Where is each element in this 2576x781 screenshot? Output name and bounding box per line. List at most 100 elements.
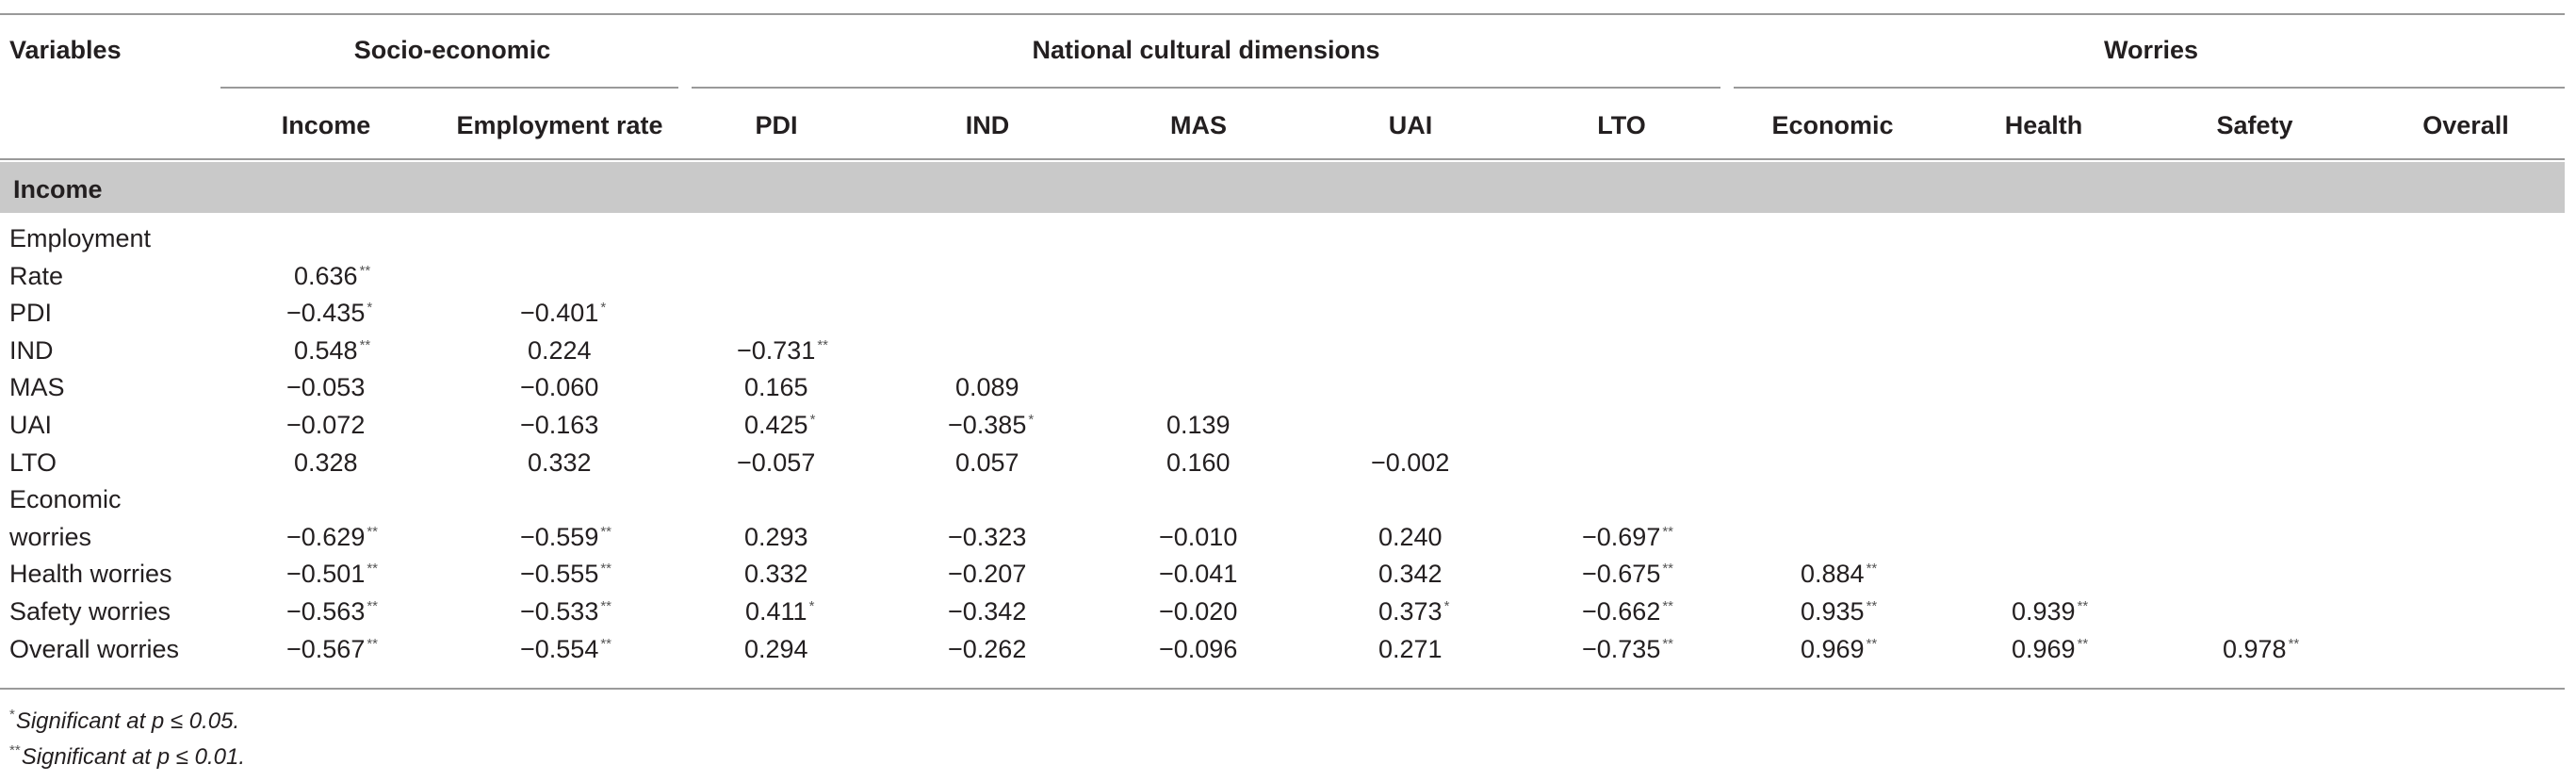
cell-value: 0.139 <box>1166 411 1231 439</box>
column-header-pdi: PDI <box>755 111 798 139</box>
table-cell: −0.041 <box>1159 560 1237 589</box>
table-cell: 0.057 <box>955 448 1019 478</box>
footnote-significance-005: *Significant at p ≤ 0.05. <box>9 707 239 735</box>
table-cell: −0.401 * <box>520 299 606 328</box>
cell-value: −0.697 <box>1582 523 1661 551</box>
row-label: IND <box>9 336 54 365</box>
significance-mark: ** <box>600 561 612 577</box>
cell-value: −0.563 <box>286 597 366 626</box>
significance-mark: ** <box>1662 524 1674 540</box>
table-cell: −0.002 <box>1371 448 1449 478</box>
cell-value: 0.935 <box>1801 597 1865 626</box>
cell-value: −0.662 <box>1582 597 1661 626</box>
cell-value: 0.332 <box>528 448 592 477</box>
group-header-socio-economic: Socio-economic <box>353 36 551 64</box>
footnote-text: Significant at p ≤ 0.01. <box>21 744 246 770</box>
header-bottom-rule <box>0 158 2565 160</box>
table-cell: −0.563 ** <box>286 597 378 626</box>
table-cell: 0.332 <box>528 448 592 478</box>
table-cell: −0.675 ** <box>1582 560 1673 589</box>
footnote-mark: * <box>9 707 15 723</box>
table-cell: 0.271 <box>1378 635 1443 664</box>
significance-mark: ** <box>359 337 371 353</box>
cell-value: −0.533 <box>520 597 599 626</box>
table-cell: 0.240 <box>1378 523 1443 552</box>
row-label: PDI <box>9 299 53 327</box>
column-header-employment-rate: Employment rate <box>456 111 663 139</box>
significance-mark: ** <box>367 561 379 577</box>
table-cell: −0.435 * <box>286 299 372 328</box>
row-label: Economic <box>9 485 122 513</box>
table-cell: −0.262 <box>948 635 1026 664</box>
table-cell: −0.096 <box>1159 635 1237 664</box>
table-cell: −0.533 ** <box>520 597 611 626</box>
footnote-text: Significant at p ≤ 0.05. <box>15 708 240 734</box>
cell-value: 0.939 <box>2012 597 2076 626</box>
table-cell: −0.342 <box>948 597 1026 626</box>
cell-value: 0.328 <box>294 448 358 477</box>
cell-value: 0.978 <box>2223 635 2287 663</box>
group-underline-worries <box>1734 87 2565 89</box>
row-label: Safety worries <box>9 597 171 626</box>
cell-value: −0.567 <box>286 635 366 663</box>
table-cell: −0.072 <box>286 411 365 440</box>
significance-mark: * <box>809 412 816 428</box>
significance-mark: ** <box>600 636 612 652</box>
significance-mark: ** <box>1662 561 1674 577</box>
cell-value: 0.342 <box>1378 560 1443 588</box>
table-cell: −0.554 ** <box>520 635 611 664</box>
table-cell: 0.328 <box>294 448 358 478</box>
column-header-uai: UAI <box>1388 111 1433 139</box>
table-cell: −0.385 * <box>948 411 1034 440</box>
cell-value: 0.636 <box>294 262 358 290</box>
cell-value: 0.293 <box>744 523 808 551</box>
table-cell: 0.139 <box>1166 411 1231 440</box>
significance-mark: ** <box>1866 598 1878 614</box>
cell-value: 0.240 <box>1378 523 1443 551</box>
bottom-rule <box>0 688 2565 690</box>
cell-value: 0.425 <box>744 411 808 439</box>
cell-value: −0.262 <box>948 635 1027 663</box>
table-cell: −0.731 ** <box>737 336 828 366</box>
table-cell: 0.160 <box>1166 448 1231 478</box>
table-cell: −0.010 <box>1159 523 1237 552</box>
significance-mark: * <box>600 300 607 316</box>
column-header-income: Income <box>281 111 371 139</box>
row-label: Employment <box>9 224 152 252</box>
significance-mark: * <box>1028 412 1035 428</box>
table-cell: −0.020 <box>1159 597 1237 626</box>
significance-mark: ** <box>367 636 379 652</box>
cell-value: −0.554 <box>520 635 599 663</box>
band-label-income: Income <box>13 175 103 203</box>
cell-value: −0.435 <box>286 299 366 327</box>
table-cell: −0.163 <box>520 411 598 440</box>
table-cell: 0.293 <box>744 523 808 552</box>
cell-value: 0.224 <box>528 336 592 365</box>
cell-value: 0.057 <box>955 448 1019 477</box>
table-cell: −0.207 <box>948 560 1026 589</box>
cell-value: 0.969 <box>1801 635 1865 663</box>
group-header-national-cultural-dimensions: National cultural dimensions <box>1032 36 1380 64</box>
table-cell: 0.969 ** <box>1801 635 1877 664</box>
cell-value: −0.053 <box>286 373 366 401</box>
row-label: LTO <box>9 448 57 477</box>
table-cell: 0.884 ** <box>1801 560 1877 589</box>
significance-mark: ** <box>1866 636 1878 652</box>
table-cell: −0.567 ** <box>286 635 378 664</box>
significance-mark: ** <box>1662 636 1674 652</box>
table-cell: −0.057 <box>737 448 815 478</box>
significance-mark: ** <box>2288 636 2300 652</box>
significance-mark: ** <box>600 524 612 540</box>
cell-value: −0.555 <box>520 560 599 588</box>
cell-value: −0.675 <box>1582 560 1661 588</box>
cell-value: −0.207 <box>948 560 1027 588</box>
column-header-safety: Safety <box>2216 111 2293 139</box>
cell-value: −0.401 <box>520 299 599 327</box>
footnote-significance-001: **Significant at p ≤ 0.01. <box>9 742 245 771</box>
table-cell: −0.662 ** <box>1582 597 1673 626</box>
cell-value: 0.969 <box>2012 635 2076 663</box>
significance-mark: ** <box>1662 598 1674 614</box>
table-cell: 0.332 <box>744 560 808 589</box>
cell-value: 0.548 <box>294 336 358 365</box>
